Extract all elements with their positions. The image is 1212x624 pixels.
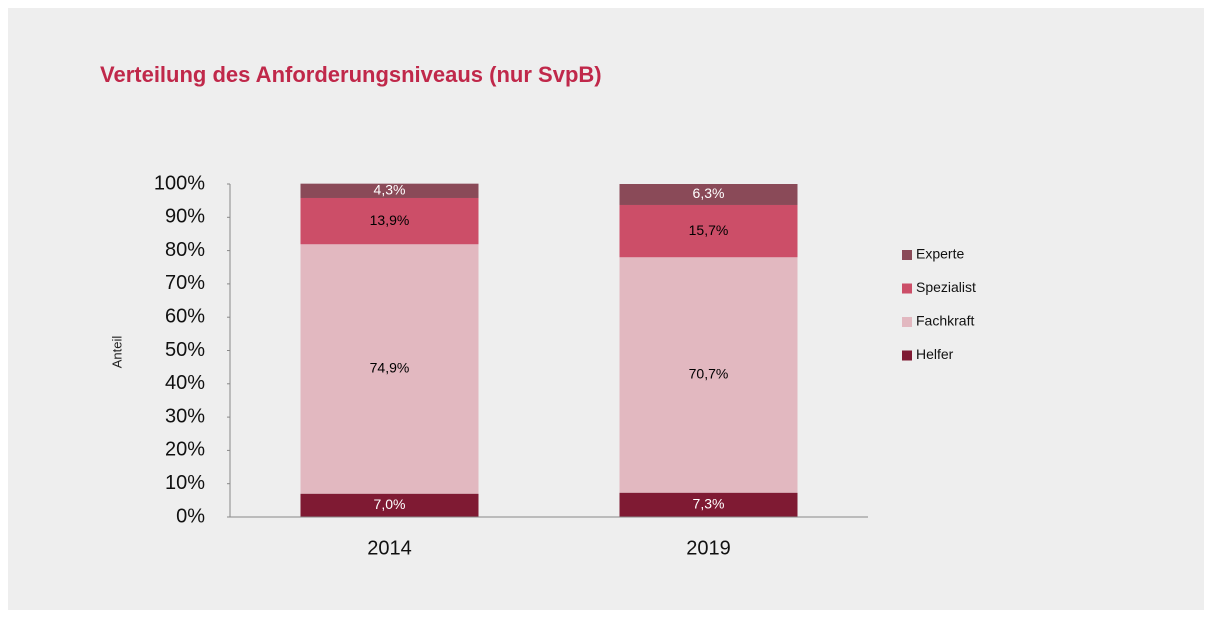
legend-label: Helfer [916, 346, 954, 362]
bar-segment [300, 244, 479, 494]
y-tick-label: 40% [165, 372, 205, 394]
legend-swatch [902, 350, 912, 361]
bar-segment [619, 204, 798, 258]
value-label: 4,3% [374, 182, 406, 198]
value-label: 15,7% [689, 222, 729, 238]
y-tick-label: 0% [176, 505, 205, 527]
chart-title: Verteilung des Anforderungsniveaus (nur … [100, 62, 602, 87]
value-label: 7,0% [374, 496, 406, 512]
value-label: 6,3% [693, 185, 725, 201]
y-tick-label: 50% [165, 339, 205, 361]
y-tick-label: 90% [165, 206, 205, 228]
y-tick-label: 30% [165, 405, 205, 427]
legend-label: Spezialist [916, 279, 976, 295]
legend-label: Experte [916, 246, 964, 262]
y-tick-label: 20% [165, 439, 205, 461]
value-label: 13,9% [370, 212, 410, 228]
y-tick-label: 100% [154, 172, 205, 194]
panel [8, 8, 1204, 610]
legend-swatch [902, 250, 912, 260]
legend-swatch [902, 283, 912, 294]
bar-segment [619, 257, 798, 493]
x-tick-label: 2019 [686, 537, 731, 559]
bar-segment [300, 197, 479, 245]
bar-segment [619, 492, 798, 517]
x-tick-label: 2014 [367, 537, 412, 559]
y-tick-label: 80% [165, 239, 205, 261]
y-tick-label: 70% [165, 272, 205, 294]
y-tick-label: 60% [165, 305, 205, 327]
y-axis-label: Anteil [109, 336, 124, 369]
bar-segment [300, 493, 479, 517]
value-label: 7,3% [693, 496, 725, 512]
y-tick-label: 10% [165, 472, 205, 494]
legend-swatch [902, 317, 912, 327]
bar-segment [619, 184, 798, 205]
bar-segment [300, 183, 479, 198]
value-label: 74,9% [370, 360, 410, 376]
legend-label: Fachkraft [916, 313, 974, 329]
value-label: 70,7% [689, 366, 729, 382]
